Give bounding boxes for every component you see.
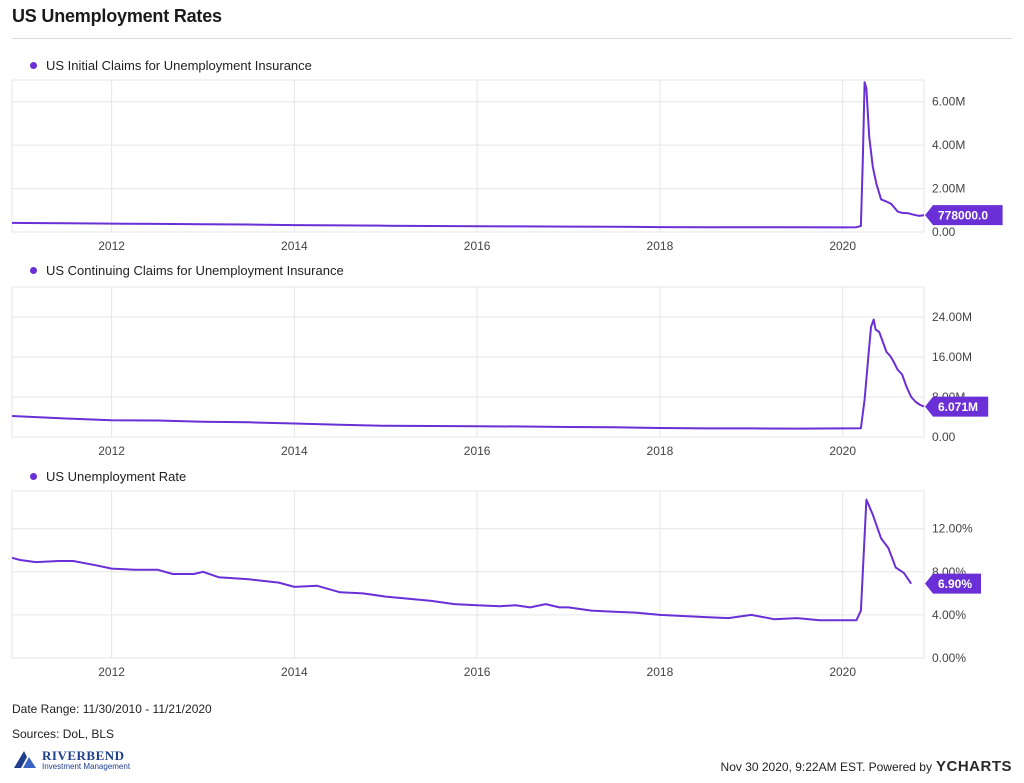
- last-value-callout: [925, 396, 989, 417]
- last-value-callout: [925, 205, 1003, 226]
- legend-label: US Initial Claims for Unemployment Insur…: [46, 58, 312, 73]
- legend-label: US Continuing Claims for Unemployment In…: [46, 263, 344, 278]
- y-tick-label: 0.00%: [932, 651, 966, 665]
- legend-dot-icon: [30, 473, 37, 480]
- y-tick-label: 0.00: [932, 225, 956, 239]
- plot-area-0: [11, 79, 925, 233]
- legend-continuing-claims: US Continuing Claims for Unemployment In…: [30, 263, 344, 278]
- last-value-label: 778000.0: [938, 209, 988, 223]
- y-tick-label: 6.00M: [932, 95, 965, 109]
- logo-subtitle: Investment Management: [42, 762, 131, 771]
- plot-area-1: [11, 286, 925, 438]
- x-tick-label: 2020: [829, 239, 856, 253]
- timestamp: Nov 30 2020, 9:22AM EST. Powered by: [720, 759, 932, 774]
- y-tick-label: 0.00: [932, 430, 956, 444]
- y-tick-label: 16.00M: [932, 350, 972, 364]
- series-line-0: [11, 81, 925, 229]
- series-line-2: [11, 498, 913, 622]
- y-tick-label: 4.00M: [932, 138, 965, 152]
- footer-credit: Nov 30 2020, 9:22AM EST. Powered by YCHA…: [721, 758, 1012, 775]
- ycharts-logo: YCHARTS: [935, 758, 1012, 775]
- x-tick-label: 2012: [98, 665, 125, 679]
- y-tick-label: 12.00%: [932, 522, 973, 536]
- title-divider: [12, 38, 1012, 39]
- x-tick-label: 2018: [647, 444, 674, 458]
- x-tick-label: 2018: [647, 665, 674, 679]
- last-value-label: 6.90%: [938, 577, 972, 591]
- x-tick-label: 2012: [98, 444, 125, 458]
- date-range: Date Range: 11/30/2010 - 11/21/2020: [12, 702, 212, 716]
- y-tick-label: 2.00M: [932, 182, 965, 196]
- x-tick-label: 2012: [98, 239, 125, 253]
- legend-initial-claims: US Initial Claims for Unemployment Insur…: [30, 58, 312, 73]
- last-value-label: 6.071M: [938, 400, 978, 414]
- x-tick-label: 2020: [829, 444, 856, 458]
- legend-unemployment-rate: US Unemployment Rate: [30, 469, 186, 484]
- logo-name: RIVERBEND: [42, 748, 125, 763]
- legend-label: US Unemployment Rate: [46, 469, 187, 484]
- x-tick-label: 2016: [464, 444, 491, 458]
- last-value-callout: [925, 573, 981, 594]
- legend-dot-icon: [30, 267, 37, 274]
- legend-dot-icon: [30, 62, 37, 69]
- page-title: US Unemployment Rates: [12, 6, 222, 26]
- x-tick-label: 2020: [829, 665, 856, 679]
- series-line-1: [11, 318, 925, 430]
- x-tick-label: 2014: [281, 239, 308, 253]
- y-tick-label: 4.00%: [932, 608, 966, 622]
- x-tick-label: 2014: [281, 444, 308, 458]
- plot-area-2: [11, 490, 925, 659]
- riverbend-logo: RIVERBEND Investment Management: [12, 748, 130, 772]
- sources: Sources: DoL, BLS: [12, 727, 115, 741]
- x-tick-label: 2016: [464, 665, 491, 679]
- riverbend-logo-icon: [14, 751, 36, 768]
- y-tick-label: 24.00M: [932, 310, 972, 324]
- x-tick-label: 2018: [647, 239, 674, 253]
- x-tick-label: 2016: [464, 239, 491, 253]
- x-tick-label: 2014: [281, 665, 308, 679]
